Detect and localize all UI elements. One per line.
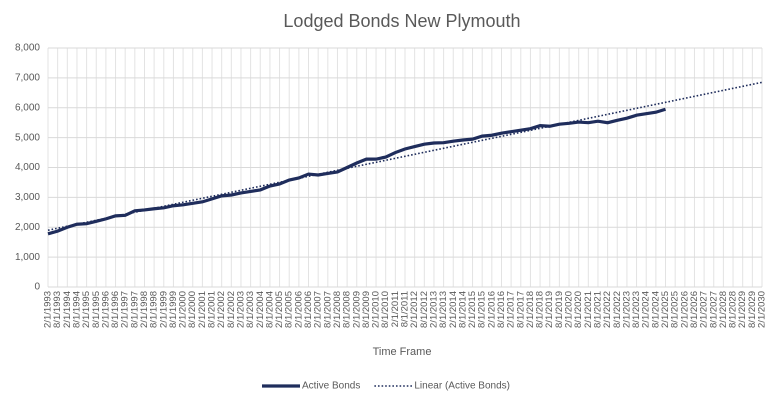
x-tick-label: 8/1/1993 bbox=[52, 291, 63, 328]
y-tick-label: 2,000 bbox=[15, 222, 40, 233]
x-tick-label: 2/1/1993 bbox=[43, 291, 54, 328]
x-tick-label: 2/1/1997 bbox=[120, 291, 131, 328]
x-tick-label: 8/1/2005 bbox=[284, 291, 295, 328]
x-tick-label: 2/1/2008 bbox=[332, 291, 343, 328]
x-tick-label: 8/1/1997 bbox=[129, 291, 140, 328]
x-tick-label: 8/1/2021 bbox=[592, 291, 603, 328]
legend-label: Linear (Active Bonds) bbox=[414, 381, 510, 392]
legend-label: Active Bonds bbox=[302, 381, 360, 392]
x-tick-label: 8/1/2013 bbox=[438, 291, 449, 328]
x-tick-label: 8/1/2010 bbox=[380, 291, 391, 328]
x-tick-label: 2/1/2018 bbox=[525, 291, 536, 328]
x-tick-label: 2/1/2019 bbox=[544, 291, 555, 328]
x-tick-label: 8/1/2003 bbox=[245, 291, 256, 328]
x-tick-label: 2/1/2003 bbox=[235, 291, 246, 328]
x-tick-label: 2/1/2011 bbox=[390, 291, 401, 327]
y-tick-label: 0 bbox=[34, 282, 40, 293]
x-tick-label: 2/1/2015 bbox=[467, 291, 478, 328]
x-tick-label: 8/1/2009 bbox=[361, 291, 372, 328]
x-tick-label: 2/1/2021 bbox=[583, 291, 594, 328]
x-tick-label: 8/1/1996 bbox=[110, 291, 121, 328]
x-tick-label: 2/1/2007 bbox=[313, 291, 324, 328]
x-tick-label: 8/1/2007 bbox=[322, 291, 333, 328]
x-tick-label: 8/1/2017 bbox=[515, 291, 526, 328]
x-tick-label: 8/1/2014 bbox=[457, 291, 468, 328]
x-tick-label: 8/1/2011 bbox=[400, 291, 411, 327]
x-tick-label: 8/1/1995 bbox=[91, 291, 102, 328]
x-tick-label: 2/1/2010 bbox=[371, 291, 382, 328]
x-tick-label: 2/1/2016 bbox=[486, 291, 497, 328]
x-tick-label: 2/1/2029 bbox=[737, 291, 748, 328]
x-tick-label: 8/1/2015 bbox=[477, 291, 488, 328]
x-tick-label: 2/1/2004 bbox=[255, 291, 266, 328]
x-tick-label: 2/1/2000 bbox=[178, 291, 189, 328]
x-tick-label: 2/1/2025 bbox=[660, 291, 671, 328]
x-tick-label: 2/1/1994 bbox=[62, 291, 73, 328]
x-tick-label: 8/1/2012 bbox=[419, 291, 430, 328]
x-tick-label: 8/1/2001 bbox=[207, 291, 218, 328]
x-tick-label: 8/1/1998 bbox=[149, 291, 160, 328]
x-tick-label: 2/1/2006 bbox=[293, 291, 304, 328]
x-tick-label: 2/1/1995 bbox=[81, 291, 92, 328]
x-tick-label: 8/1/1994 bbox=[71, 291, 82, 328]
x-tick-label: 2/1/2012 bbox=[409, 291, 420, 328]
x-tick-label: 8/1/2020 bbox=[573, 291, 584, 328]
y-tick-label: 6,000 bbox=[15, 102, 40, 113]
x-tick-label: 2/1/2017 bbox=[506, 291, 517, 328]
x-tick-label: 2/1/2027 bbox=[699, 291, 710, 328]
y-tick-label: 5,000 bbox=[15, 132, 40, 143]
x-tick-label: 8/1/2027 bbox=[708, 291, 719, 328]
x-tick-label: 2/1/2009 bbox=[351, 291, 362, 328]
x-tick-label: 2/1/1998 bbox=[139, 291, 150, 328]
x-tick-label: 2/1/1996 bbox=[100, 291, 111, 328]
x-tick-label: 8/1/2019 bbox=[554, 291, 565, 328]
x-tick-label: 8/1/2008 bbox=[342, 291, 353, 328]
x-tick-label: 8/1/2016 bbox=[496, 291, 507, 328]
y-tick-label: 1,000 bbox=[15, 252, 40, 263]
x-tick-label: 2/1/2026 bbox=[679, 291, 690, 328]
x-tick-label: 8/1/2028 bbox=[728, 291, 739, 328]
x-tick-label: 8/1/2025 bbox=[670, 291, 681, 328]
x-tick-label: 2/1/2022 bbox=[602, 291, 613, 328]
x-tick-label: 2/1/2002 bbox=[216, 291, 227, 328]
chart-title: Lodged Bonds New Plymouth bbox=[283, 11, 520, 31]
x-tick-label: 8/1/2006 bbox=[303, 291, 314, 328]
x-tick-label: 2/1/2024 bbox=[641, 291, 652, 328]
x-tick-label: 2/1/2023 bbox=[621, 291, 632, 328]
x-tick-label: 2/1/2014 bbox=[448, 291, 459, 328]
x-tick-label: 8/1/2029 bbox=[747, 291, 758, 328]
x-tick-label: 2/1/2030 bbox=[757, 291, 768, 328]
x-tick-label: 8/1/2024 bbox=[650, 291, 661, 328]
y-tick-label: 3,000 bbox=[15, 192, 40, 203]
x-tick-label: 2/1/2001 bbox=[197, 291, 208, 328]
x-tick-label: 8/1/2022 bbox=[612, 291, 623, 328]
series-line bbox=[47, 81, 763, 232]
x-tick-label: 2/1/2013 bbox=[428, 291, 439, 328]
y-tick-label: 8,000 bbox=[15, 43, 40, 54]
x-tick-label: 8/1/2018 bbox=[535, 291, 546, 328]
x-tick-label: 8/1/2026 bbox=[689, 291, 700, 328]
series-line bbox=[47, 107, 666, 236]
x-axis-title: Time Frame bbox=[373, 346, 432, 358]
y-tick-label: 4,000 bbox=[15, 162, 40, 173]
x-tick-label: 2/1/2005 bbox=[274, 291, 285, 328]
x-tick-label: 8/1/2004 bbox=[264, 291, 275, 328]
x-tick-label: 2/1/1999 bbox=[158, 291, 169, 328]
y-tick-label: 7,000 bbox=[15, 73, 40, 84]
x-tick-label: 2/1/2020 bbox=[564, 291, 575, 328]
x-tick-label: 8/1/2000 bbox=[187, 291, 198, 328]
x-tick-label: 8/1/1999 bbox=[168, 291, 179, 328]
x-tick-label: 8/1/2002 bbox=[226, 291, 237, 328]
x-tick-label: 2/1/2028 bbox=[718, 291, 729, 328]
x-tick-label: 8/1/2023 bbox=[631, 291, 642, 328]
